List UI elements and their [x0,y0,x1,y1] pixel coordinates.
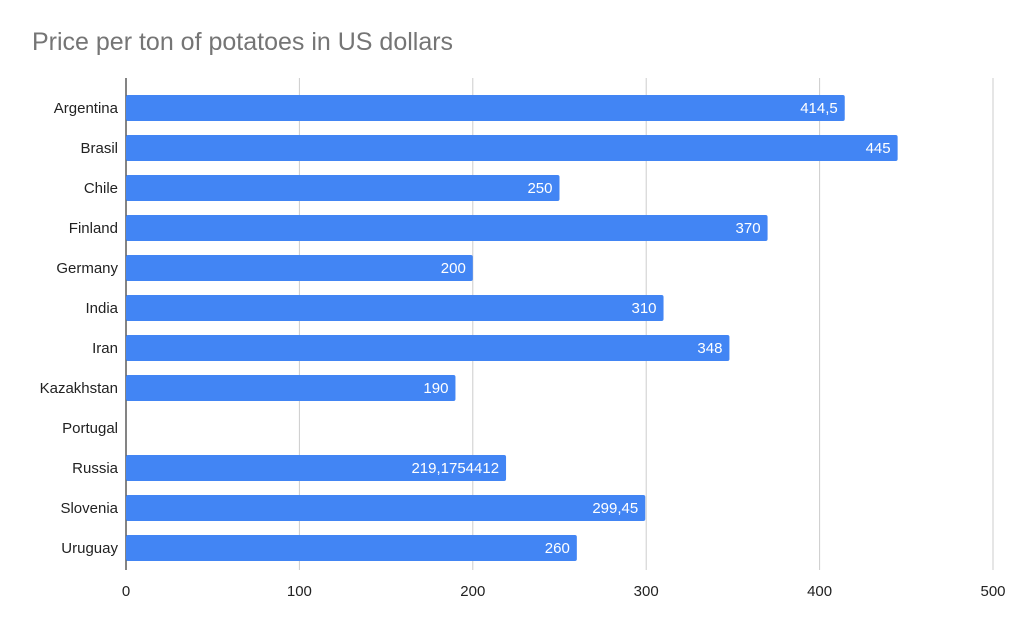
data-label: 250 [527,180,552,197]
bar [126,255,473,281]
category-label: Argentina [54,100,119,117]
x-tick-label: 400 [807,583,832,600]
data-label: 310 [632,300,657,317]
data-label: 190 [423,380,448,397]
x-tick-label: 500 [980,583,1005,600]
data-label: 445 [866,140,891,157]
data-label: 299,45 [592,500,638,517]
category-label: India [85,300,118,317]
labels: 0 100 200 300 400 500 Argentina 414,5 Brasil 445 C… [40,100,1006,600]
category-label: Chile [84,180,118,197]
bars [126,95,898,561]
data-label: 370 [736,220,761,237]
bar [126,135,898,161]
data-label: 348 [697,340,722,357]
category-label: Uruguay [61,540,118,557]
category-label: Russia [72,460,119,477]
category-label: Slovenia [60,500,118,517]
category-label: Kazakhstan [40,380,118,397]
x-tick-label: 0 [122,583,130,600]
bar [126,535,577,561]
bar [126,335,730,361]
x-tick-label: 100 [287,583,312,600]
bar [126,495,646,521]
category-label: Iran [92,340,118,357]
data-label: 260 [545,540,570,557]
bar [126,215,768,241]
category-label: Brasil [80,140,118,157]
x-tick-label: 300 [634,583,659,600]
bar [126,95,845,121]
bar [126,175,560,201]
chart-title: Price per ton of potatoes in US dollars [32,28,454,56]
bar [126,375,456,401]
x-tick-label: 200 [460,583,485,600]
data-label: 414,5 [800,100,838,117]
bar [126,455,507,481]
category-label: Portugal [62,420,118,437]
category-label: Finland [69,220,118,237]
data-label: 219,1754412 [411,460,499,477]
bar [126,295,664,321]
data-label: 200 [441,260,466,277]
category-label: Germany [56,260,118,277]
